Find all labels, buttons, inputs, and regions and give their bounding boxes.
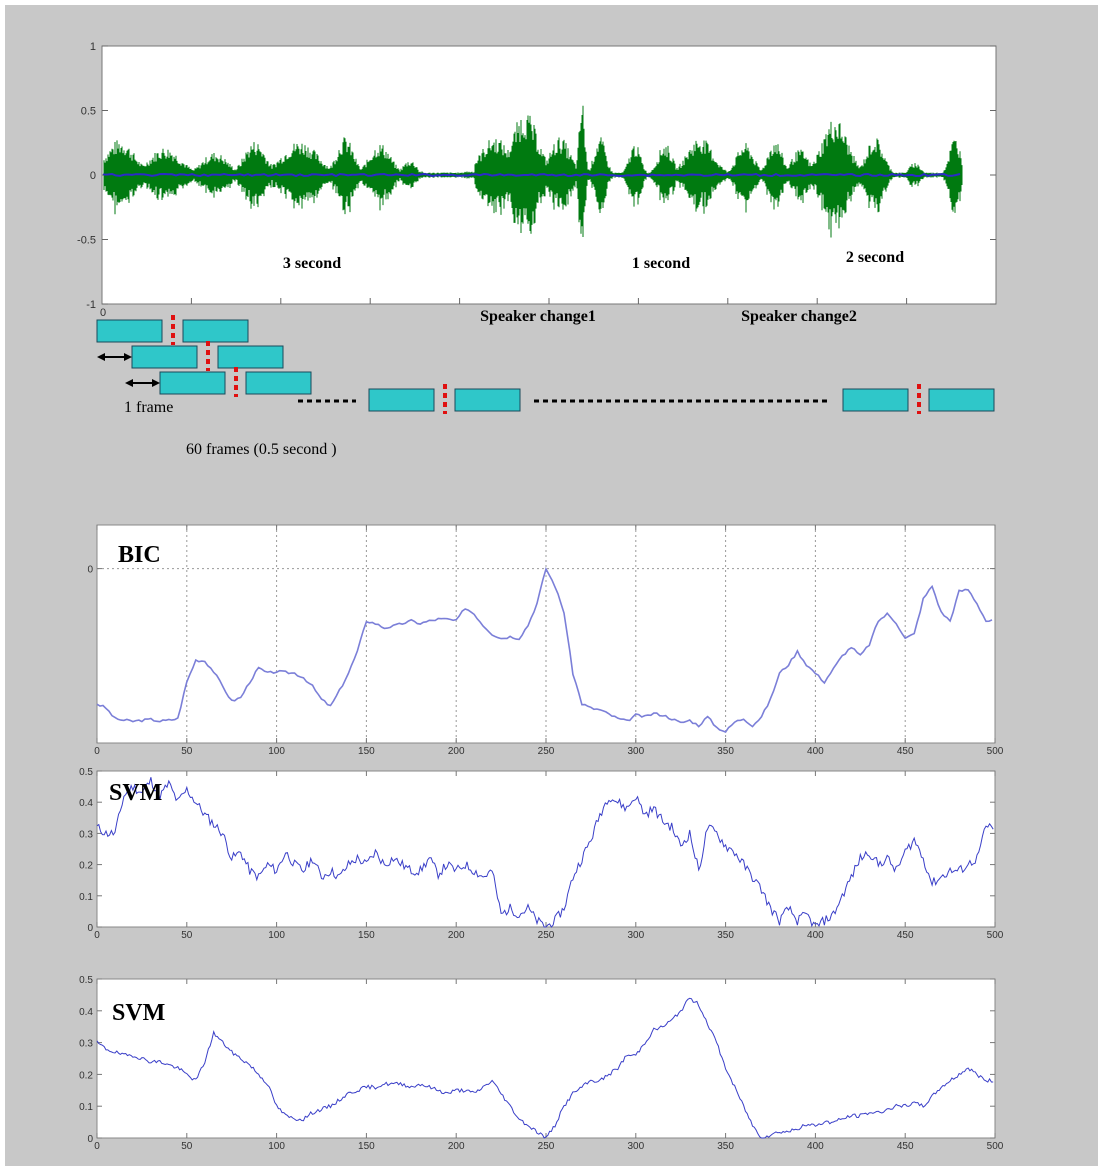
svm2-y-tick-label: 0.2 <box>79 1070 93 1081</box>
svm2-x-tick-label: 150 <box>358 1141 375 1152</box>
bic-y-ticks: 0 <box>87 565 995 576</box>
bic-x-tick-label: 50 <box>181 746 193 757</box>
svm2-x-tick-label: 500 <box>987 1141 1004 1152</box>
svm1-x-ticks: 0 50 100 150 200 250 300 350 400 450 500 <box>94 771 1004 941</box>
svm1-y-tick-label: 0.4 <box>79 798 93 809</box>
svm1-x-tick-label: 500 <box>987 930 1004 941</box>
bic-x-tick-label: 450 <box>897 746 914 757</box>
svm2-panel: 0 50 100 150 200 250 300 350 400 450 500 0.5 0.4 0.3… <box>79 975 1004 1152</box>
waveform-x-ticks: 0 <box>100 298 908 319</box>
svm1-x-tick-label: 400 <box>807 930 824 941</box>
frame-box <box>131 345 198 369</box>
frame-box <box>454 388 521 412</box>
waveform-y-tick-label: -1 <box>86 299 96 311</box>
svm1-x-tick-label: 450 <box>897 930 914 941</box>
svm1-plot-area <box>96 770 996 928</box>
svm2-y-tick-label: 0.4 <box>79 1007 93 1018</box>
svm1-title: SVM <box>109 780 162 806</box>
frames-diagram: 1 frame 60 frames (0.5 second ) <box>96 315 995 458</box>
bic-x-tick-label: 400 <box>807 746 824 757</box>
svm2-x-tick-label: 350 <box>717 1141 734 1152</box>
svm1-x-tick-label: 350 <box>717 930 734 941</box>
sixty-frames-label: 60 frames (0.5 second ) <box>186 441 337 458</box>
svm1-x-tick-label: 100 <box>268 930 285 941</box>
waveform-y-tick-label: 0.5 <box>81 106 96 118</box>
arrowhead-right-icon <box>124 353 132 361</box>
bic-x-tick-label: 300 <box>627 746 644 757</box>
svm2-x-tick-label: 400 <box>807 1141 824 1152</box>
bic-grid <box>97 525 995 743</box>
svm2-x-tick-label: 100 <box>268 1141 285 1152</box>
svm2-x-tick-label: 250 <box>538 1141 555 1152</box>
svm1-y-tick-label: 0.1 <box>79 892 93 903</box>
frame-box <box>182 319 249 343</box>
svm2-y-tick-label: 0 <box>87 1134 93 1145</box>
svm1-y-ticks: 0.5 0.4 0.3 0.2 0.1 0 <box>79 767 995 934</box>
svm1-x-tick-label: 0 <box>94 930 100 941</box>
waveform-panel: 1 0.5 0 -0.5 -1 0 3 second 1 second 2 second… <box>77 41 997 325</box>
frame-box <box>368 388 435 412</box>
svm2-y-tick-label: 0.3 <box>79 1039 93 1050</box>
svm1-x-tick-label: 150 <box>358 930 375 941</box>
svm2-x-tick-label: 300 <box>627 1141 644 1152</box>
svm2-series-line <box>96 997 994 1139</box>
speaker-change1-label: Speaker change1 <box>480 308 596 325</box>
bic-x-tick-label: 350 <box>717 746 734 757</box>
svm1-y-tick-label: 0.5 <box>79 767 93 778</box>
arrowhead-left-icon <box>97 353 105 361</box>
svm2-x-ticks: 0 50 100 150 200 250 300 350 400 450 500 <box>94 979 1004 1152</box>
frame-box <box>159 371 226 395</box>
svm1-x-tick-label: 200 <box>448 930 465 941</box>
bic-x-tick-label: 200 <box>448 746 465 757</box>
segment2-label: 1 second <box>632 255 690 272</box>
svm1-y-tick-label: 0.3 <box>79 829 93 840</box>
frame-box <box>217 345 284 369</box>
bic-title: BIC <box>118 542 161 568</box>
bic-x-tick-label: 100 <box>268 746 285 757</box>
one-frame-label: 1 frame <box>124 399 173 416</box>
bic-panel: 0 50 100 150 200 250 300 350 400 450 500 0 BIC <box>87 524 1004 757</box>
arrowhead-right-icon <box>152 379 160 387</box>
bic-y-tick-label: 0 <box>87 565 93 576</box>
svm1-y-tick-label: 0.2 <box>79 861 93 872</box>
svm1-series-line <box>96 777 994 928</box>
speaker-change2-label: Speaker change2 <box>741 308 857 325</box>
waveform-y-tick-label: -0.5 <box>77 235 96 247</box>
waveform-y-tick-label: 0 <box>90 170 96 182</box>
frame-box <box>928 388 995 412</box>
svm2-x-tick-label: 200 <box>448 1141 465 1152</box>
svm1-x-tick-label: 50 <box>181 930 193 941</box>
segment3-label: 2 second <box>846 249 904 266</box>
bic-series-line <box>96 566 993 733</box>
svm2-y-tick-label: 0.5 <box>79 975 93 986</box>
arrowhead-left-icon <box>125 379 133 387</box>
bic-x-tick-label: 0 <box>94 746 100 757</box>
waveform-baseline <box>103 172 961 178</box>
svm2-y-tick-label: 0.1 <box>79 1102 93 1113</box>
svm2-y-ticks: 0.5 0.4 0.3 0.2 0.1 0 <box>79 975 995 1145</box>
svm1-x-tick-label: 300 <box>627 930 644 941</box>
bic-x-ticks: 0 50 100 150 200 250 300 350 400 450 500 <box>94 525 1004 757</box>
bic-x-tick-label: 500 <box>987 746 1004 757</box>
bic-x-tick-label: 150 <box>358 746 375 757</box>
svm2-title: SVM <box>112 1000 165 1026</box>
segment1-label: 3 second <box>283 255 341 272</box>
waveform-y-tick-label: 1 <box>90 41 96 53</box>
svm2-x-tick-label: 450 <box>897 1141 914 1152</box>
svm1-y-tick-label: 0 <box>87 923 93 934</box>
frame-box <box>245 371 312 395</box>
frame-box <box>96 319 163 343</box>
svm2-plot-area <box>96 978 996 1139</box>
svm2-x-tick-label: 0 <box>94 1141 100 1152</box>
frame-box <box>842 388 909 412</box>
waveform-x-tick-label: 0 <box>100 307 106 319</box>
svm1-panel: 0 50 100 150 200 250 300 350 400 450 500 0.5 0.4 0.3… <box>79 767 1004 941</box>
svm1-x-tick-label: 250 <box>538 930 555 941</box>
svm2-x-tick-label: 50 <box>181 1141 193 1152</box>
bic-x-tick-label: 250 <box>538 746 555 757</box>
